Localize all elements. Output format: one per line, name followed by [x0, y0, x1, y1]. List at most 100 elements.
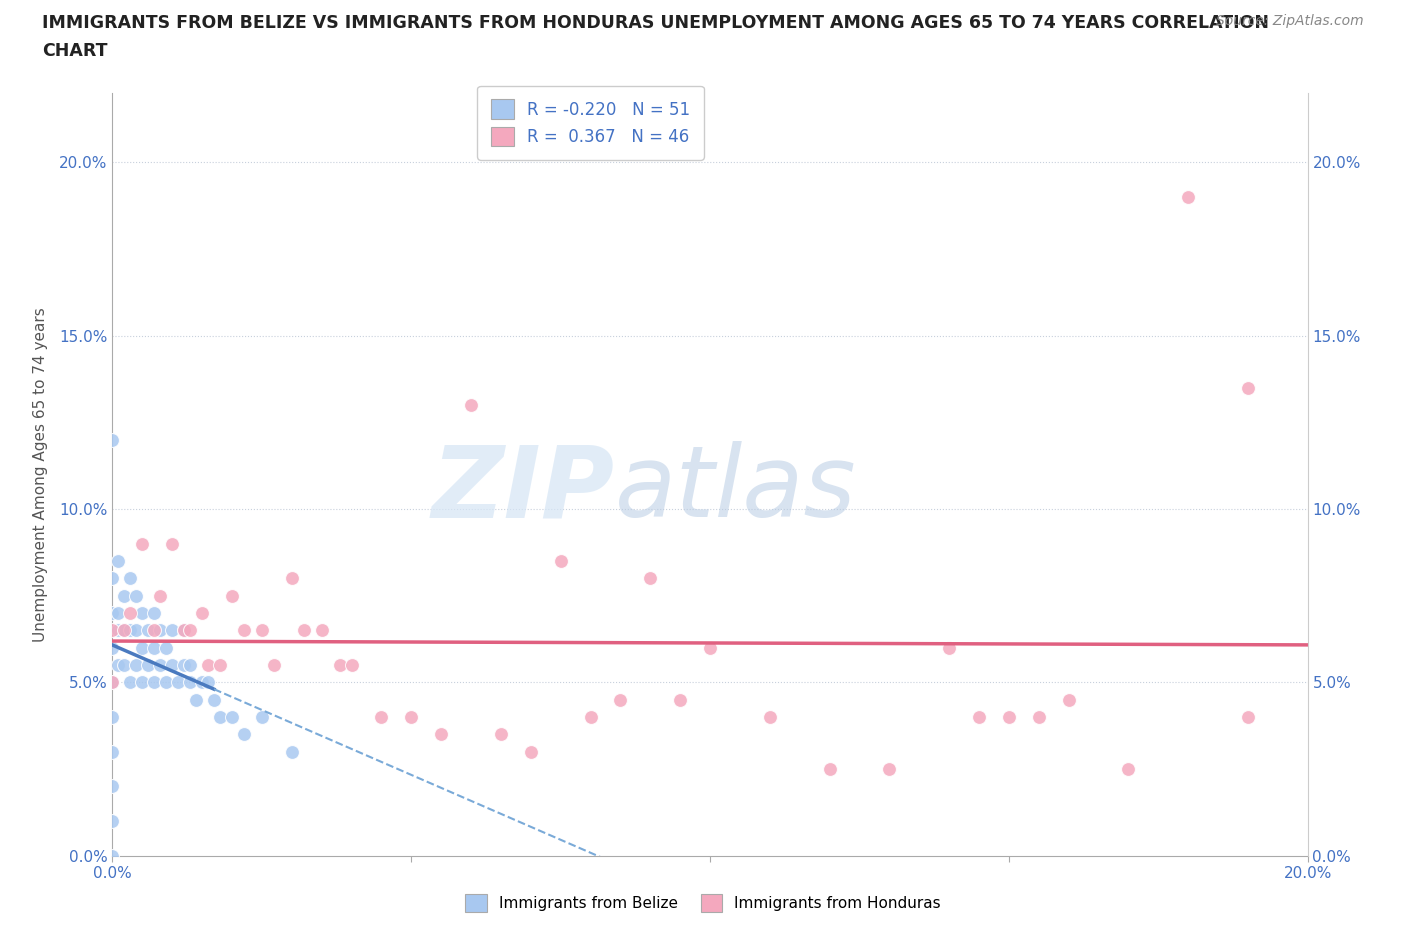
Point: [125, 658, 148, 672]
Point: [155, 640, 177, 655]
Point: [162, 537, 183, 551]
Point: [233, 623, 256, 638]
Point: [101, 675, 124, 690]
Point: [401, 710, 423, 724]
Text: CHART: CHART: [42, 42, 108, 60]
Point: [263, 658, 285, 672]
Point: [173, 658, 195, 672]
Point: [173, 623, 195, 638]
Point: [143, 675, 166, 690]
Point: [162, 623, 183, 638]
Point: [107, 623, 129, 638]
Y-axis label: Unemployment Among Ages 65 to 74 years: Unemployment Among Ages 65 to 74 years: [34, 307, 48, 642]
Point: [1028, 710, 1050, 724]
Point: [759, 710, 782, 724]
Point: [311, 623, 333, 638]
Point: [967, 710, 990, 724]
Point: [938, 640, 960, 655]
Point: [131, 640, 153, 655]
Text: IMMIGRANTS FROM BELIZE VS IMMIGRANTS FROM HONDURAS UNEMPLOYMENT AMONG AGES 65 TO: IMMIGRANTS FROM BELIZE VS IMMIGRANTS FRO…: [42, 14, 1270, 32]
Point: [1237, 710, 1260, 724]
Point: [430, 727, 453, 742]
Point: [370, 710, 392, 724]
Point: [101, 778, 124, 793]
Text: atlas: atlas: [614, 441, 856, 538]
Point: [101, 744, 124, 759]
Point: [120, 675, 142, 690]
Point: [1237, 380, 1260, 395]
Point: [120, 571, 142, 586]
Point: [101, 848, 124, 863]
Point: [101, 814, 124, 829]
Legend: Immigrants from Belize, Immigrants from Honduras: Immigrants from Belize, Immigrants from …: [458, 888, 948, 918]
Point: [191, 675, 214, 690]
Point: [221, 588, 243, 603]
Point: [329, 658, 352, 672]
Point: [579, 710, 602, 724]
Point: [101, 571, 124, 586]
Point: [114, 658, 135, 672]
Point: [998, 710, 1021, 724]
Legend: R = -0.220   N = 51, R =  0.367   N = 46: R = -0.220 N = 51, R = 0.367 N = 46: [477, 86, 704, 160]
Point: [120, 605, 142, 620]
Point: [143, 640, 166, 655]
Point: [179, 658, 201, 672]
Point: [125, 588, 148, 603]
Point: [609, 692, 631, 707]
Point: [107, 605, 129, 620]
Point: [131, 537, 153, 551]
Point: [669, 692, 692, 707]
Point: [131, 675, 153, 690]
Point: [114, 623, 135, 638]
Point: [101, 710, 124, 724]
Point: [186, 692, 208, 707]
Point: [281, 571, 304, 586]
Point: [197, 675, 219, 690]
Text: Source: ZipAtlas.com: Source: ZipAtlas.com: [1216, 14, 1364, 28]
Point: [143, 623, 166, 638]
Point: [101, 675, 124, 690]
Point: [101, 605, 124, 620]
Point: [107, 553, 129, 568]
Point: [640, 571, 662, 586]
Point: [460, 397, 482, 412]
Point: [879, 762, 901, 777]
Point: [209, 710, 232, 724]
Point: [209, 658, 232, 672]
Point: [202, 692, 225, 707]
Point: [197, 658, 219, 672]
Point: [250, 623, 273, 638]
Point: [114, 588, 135, 603]
Point: [167, 675, 190, 690]
Point: [155, 675, 177, 690]
Point: [179, 623, 201, 638]
Point: [120, 623, 142, 638]
Point: [340, 658, 363, 672]
Point: [143, 605, 166, 620]
Point: [107, 658, 129, 672]
Point: [818, 762, 841, 777]
Point: [101, 623, 124, 638]
Point: [131, 605, 153, 620]
Point: [138, 623, 160, 638]
Point: [138, 658, 160, 672]
Point: [101, 640, 124, 655]
Point: [114, 623, 135, 638]
Point: [1118, 762, 1140, 777]
Point: [191, 605, 214, 620]
Point: [520, 744, 543, 759]
Point: [1177, 190, 1199, 205]
Text: ZIP: ZIP: [432, 441, 614, 538]
Point: [162, 658, 183, 672]
Point: [101, 432, 124, 447]
Point: [221, 710, 243, 724]
Point: [550, 553, 572, 568]
Point: [1057, 692, 1080, 707]
Point: [149, 623, 172, 638]
Point: [179, 675, 201, 690]
Point: [149, 588, 172, 603]
Point: [233, 727, 256, 742]
Point: [250, 710, 273, 724]
Point: [149, 658, 172, 672]
Point: [699, 640, 721, 655]
